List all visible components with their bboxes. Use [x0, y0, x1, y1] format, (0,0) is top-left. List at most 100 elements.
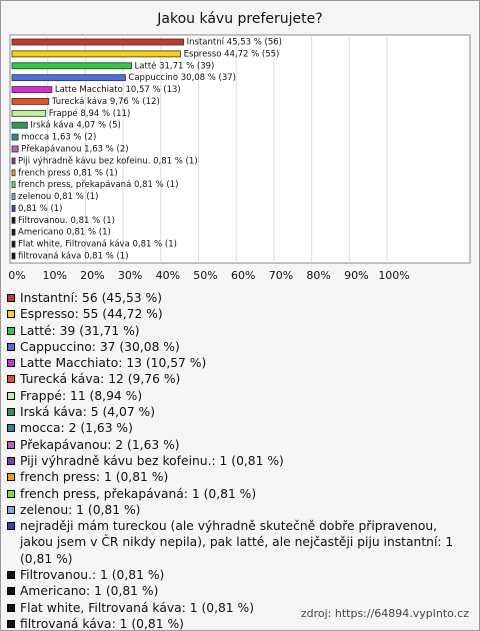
legend-item: Latté: 39 (31,71 %)	[7, 323, 469, 339]
legend-swatch	[7, 571, 15, 580]
legend-swatch	[7, 342, 15, 351]
bar	[11, 133, 19, 141]
legend-item: Irská káva: 5 (4,07 %)	[7, 404, 469, 420]
x-tick-label: 30%	[118, 269, 142, 282]
legend-swatch	[7, 522, 15, 531]
x-tick-label: 50%	[193, 269, 217, 282]
legend-swatch	[7, 424, 15, 433]
legend-label: Irská káva: 5 (4,07 %)	[20, 405, 156, 420]
bar	[11, 240, 16, 248]
legend-swatch	[7, 619, 15, 628]
bar	[11, 50, 182, 58]
legend-label: Turecká káva: 12 (9,76 %)	[20, 372, 181, 387]
legend-swatch	[7, 408, 15, 417]
x-tick-label: 90%	[344, 269, 368, 282]
legend-swatch	[7, 359, 15, 368]
bar-label: mocca 1,63 % (2)	[21, 133, 96, 143]
legend-label: mocca: 2 (1,63 %)	[20, 421, 133, 436]
legend: Instantní: 56 (45,53 %) Espresso: 55 (44,…	[7, 290, 469, 631]
legend-label: nejraději mám tureckou (ale výhradně sku…	[20, 519, 454, 566]
bar	[11, 74, 126, 82]
legend-swatch	[7, 587, 15, 596]
x-tick-label: 20%	[80, 269, 104, 282]
legend-item: filtrovaná káva: 1 (0,81 %)	[7, 616, 469, 631]
legend-item: Americano: 1 (0,81 %)	[7, 583, 469, 599]
legend-item: nejraději mám tureckou (ale výhradně sku…	[7, 518, 469, 567]
legend-label: Espresso: 55 (44,72 %)	[20, 307, 163, 322]
x-tick-label: 40%	[156, 269, 180, 282]
legend-label: Latté: 39 (31,71 %)	[20, 323, 140, 338]
legend-label: Americano: 1 (0,81 %)	[20, 584, 159, 599]
bar	[11, 252, 16, 260]
bar-label: Piji výhradně kávu bez kofeinu. 0,81 % (…	[18, 156, 198, 166]
bar	[11, 216, 16, 224]
legend-label: Překapávanou: 2 (1,63 %)	[20, 437, 180, 452]
plot-frame	[9, 34, 471, 264]
legend-item: Filtrovanou.: 1 (0,81 %)	[7, 567, 469, 583]
bar-label: filtrovaná káva 0,81 % (1)	[18, 252, 128, 262]
legend-swatch	[7, 375, 15, 384]
bar	[11, 228, 16, 236]
legend-swatch	[7, 505, 15, 514]
legend-swatch	[7, 310, 15, 319]
legend-swatch	[7, 603, 15, 612]
legend-item: Cappuccino: 37 (30,08 %)	[7, 339, 469, 355]
bar-label: Flat white, Filtrovaná káva 0,81 % (1)	[18, 240, 177, 250]
legend-swatch	[7, 473, 15, 482]
legend-item: french press, překapávaná: 1 (0,81 %)	[7, 486, 469, 502]
bar-label: zelenou 0,81 % (1)	[18, 192, 98, 202]
bar	[11, 62, 132, 70]
legend-label: french press: 1 (0,81 %)	[20, 470, 169, 485]
legend-swatch	[7, 456, 15, 465]
legend-label: Frappé: 11 (8,94 %)	[20, 388, 143, 403]
bar	[11, 169, 16, 177]
legend-item: Latte Macchiato: 13 (10,57 %)	[7, 355, 469, 371]
legend-swatch	[7, 326, 15, 335]
bar-label: 0,81 % (1)	[18, 204, 62, 214]
legend-item: Espresso: 55 (44,72 %)	[7, 306, 469, 322]
bar-label: Frappé 8,94 % (11)	[49, 108, 131, 119]
x-tick-label: 10%	[42, 269, 66, 282]
legend-item: zelenou: 1 (0,81 %)	[7, 502, 469, 518]
bar-label: french press 0,81 % (1)	[18, 168, 118, 178]
bar-label: Irská káva 4,07 % (5)	[30, 121, 120, 131]
bar	[11, 157, 16, 165]
legend-label: filtrovaná káva: 1 (0,81 %)	[20, 616, 184, 631]
bar-label: Překapávanou 1,63 % (2)	[21, 145, 128, 155]
bar	[11, 121, 28, 129]
legend-item: french press: 1 (0,81 %)	[7, 469, 469, 485]
bar	[11, 145, 19, 153]
bar	[11, 109, 47, 117]
x-tick-label: 100%	[378, 269, 409, 282]
x-tick-label: 60%	[231, 269, 255, 282]
legend-item: Flat white, Filtrovaná káva: 1 (0,81 %)	[7, 600, 469, 616]
bar-label: Cappuccino 30,08 % (37)	[128, 73, 236, 83]
source: zdroj: https://64894.vyplnto.cz	[300, 607, 469, 620]
chart: Jakou kávu preferujete? 0% 10% 20% 30% 40% 50…	[8, 11, 471, 282]
legend-label: zelenou: 1 (0,81 %)	[20, 502, 141, 517]
bar-label: Filtrovanou. 0,81 % (1)	[18, 216, 115, 226]
legend-label: Instantní: 56 (45,53 %)	[20, 291, 163, 305]
bar	[11, 193, 16, 200]
bar	[11, 181, 16, 189]
legend-swatch	[7, 391, 15, 400]
legend-item: Frappé: 11 (8,94 %)	[7, 388, 469, 404]
legend-item: Piji výhradně kávu bez kofeinu.: 1 (0,81…	[7, 453, 469, 469]
legend-label: Piji výhradně kávu bez kofeinu.: 1 (0,81…	[20, 453, 284, 468]
bar	[11, 98, 50, 105]
bar-label: Latte Macchiato 10,57 % (13)	[55, 85, 181, 95]
legend-item: Překapávanou: 2 (1,63 %)	[7, 437, 469, 453]
bar-label: french press, překapávaná 0,81 % (1)	[18, 180, 178, 190]
legend-label: Filtrovanou.: 1 (0,81 %)	[20, 568, 165, 583]
x-tick-label: 70%	[269, 269, 293, 282]
bar-label: Americano 0,81 % (1)	[18, 228, 111, 238]
legend-label: Flat white, Filtrovaná káva: 1 (0,81 %)	[20, 600, 255, 615]
bar	[11, 86, 53, 93]
legend-label: Latte Macchiato: 13 (10,57 %)	[20, 356, 207, 371]
legend-label: french press, překapávaná: 1 (0,81 %)	[20, 486, 257, 501]
bar-label: Turecká káva 9,76 % (12)	[51, 97, 160, 107]
legend-swatch	[7, 440, 15, 449]
legend-item: Instantní: 56 (45,53 %)	[7, 290, 469, 306]
bar-label: Espresso 44,72 % (55)	[184, 49, 280, 59]
